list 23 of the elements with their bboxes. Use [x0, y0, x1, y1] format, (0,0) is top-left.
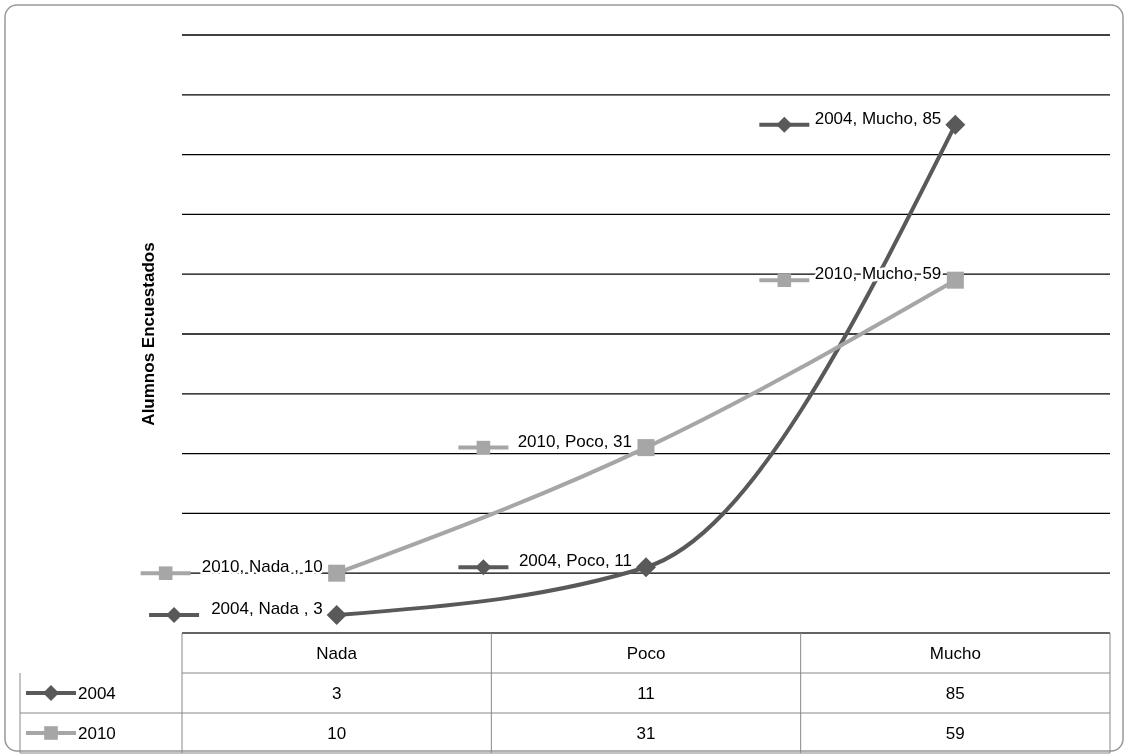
- x-tick-label: Nada: [316, 643, 358, 663]
- point: [637, 439, 655, 457]
- x-tick-label: Poco: [626, 643, 666, 663]
- data-label: 3: [331, 683, 342, 703]
- annotation: 2004, Poco, 11: [518, 551, 632, 571]
- y-axis-title: Alumnos Encuestados: [139, 242, 158, 426]
- data-label: 59: [945, 723, 965, 743]
- legend-label: 2004: [78, 683, 116, 703]
- annotation: 2010, Poco, 31: [517, 431, 632, 451]
- x-tick-label: Mucho: [929, 643, 981, 663]
- annotation: 2004, Mucho, 85: [814, 108, 942, 128]
- legend-label: 2010: [78, 723, 116, 743]
- data-label: 11: [637, 683, 655, 703]
- point: [945, 114, 966, 135]
- data-label: 10: [327, 723, 347, 743]
- data-label: 85: [945, 683, 965, 703]
- point: [946, 271, 964, 289]
- point: [328, 564, 346, 582]
- annotation: 2010, Nada , 10: [201, 557, 323, 577]
- data-label: 31: [636, 723, 656, 743]
- annotation: 2004, Nada , 3: [211, 599, 323, 619]
- point: [636, 557, 656, 578]
- point: [326, 605, 347, 626]
